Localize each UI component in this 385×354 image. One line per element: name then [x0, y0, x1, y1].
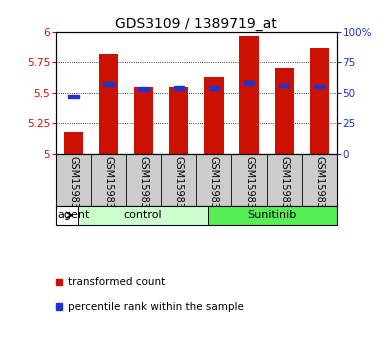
- Bar: [169, 87, 188, 154]
- Bar: [99, 54, 118, 154]
- Bar: [103, 82, 114, 86]
- Bar: [134, 87, 153, 154]
- Bar: [314, 85, 325, 88]
- Bar: [204, 77, 224, 154]
- Text: GSM159834: GSM159834: [139, 156, 149, 215]
- Bar: [138, 87, 149, 91]
- Title: GDS3109 / 1389719_at: GDS3109 / 1389719_at: [116, 17, 277, 31]
- Bar: [208, 206, 337, 225]
- Text: percentile rank within the sample: percentile rank within the sample: [68, 302, 244, 312]
- Bar: [279, 84, 290, 87]
- Bar: [79, 206, 208, 225]
- Bar: [68, 95, 79, 98]
- Bar: [174, 86, 184, 90]
- Text: control: control: [124, 210, 162, 220]
- Text: GSM159837: GSM159837: [279, 156, 289, 215]
- Text: GSM159831: GSM159831: [209, 156, 219, 215]
- Text: agent: agent: [57, 210, 90, 220]
- Bar: [209, 86, 219, 90]
- Text: GSM159832: GSM159832: [244, 156, 254, 215]
- Bar: [239, 35, 259, 154]
- Bar: [244, 81, 254, 85]
- Text: GSM159835: GSM159835: [174, 156, 184, 215]
- Text: Sunitinib: Sunitinib: [248, 210, 297, 220]
- Bar: [275, 68, 294, 154]
- Bar: [310, 48, 329, 154]
- Text: GSM159838: GSM159838: [314, 156, 324, 215]
- Text: GSM159830: GSM159830: [69, 156, 79, 215]
- Text: GSM159833: GSM159833: [104, 156, 114, 215]
- Text: transformed count: transformed count: [68, 277, 165, 287]
- Bar: [64, 132, 83, 154]
